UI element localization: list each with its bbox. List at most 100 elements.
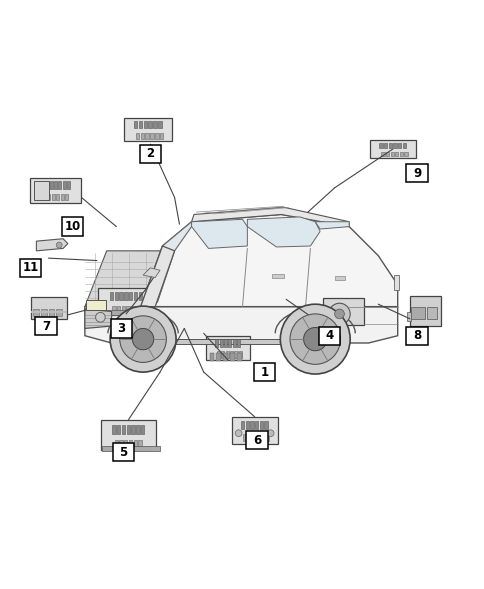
Text: 10: 10 [64,220,81,233]
Bar [49,181,53,189]
Bar [404,152,407,156]
Bar [409,296,440,326]
Bar [134,293,137,300]
Bar [139,145,161,163]
Bar [155,133,158,139]
Bar [113,443,134,461]
Polygon shape [140,246,174,307]
Bar [406,164,427,183]
Bar [334,276,345,280]
Text: 3: 3 [117,322,125,335]
Bar [121,306,125,312]
Bar [119,439,122,447]
Bar [390,152,393,156]
Bar [255,421,258,429]
Bar [140,133,144,139]
Bar [257,434,259,441]
Bar [369,140,415,158]
Bar [406,326,427,345]
Polygon shape [85,309,111,329]
Bar [264,421,267,429]
Bar [153,121,156,128]
Bar [407,312,410,321]
Bar [129,293,132,300]
Bar [266,434,269,441]
Bar [237,339,240,347]
Bar [232,339,235,347]
Circle shape [303,327,326,351]
Bar [126,306,130,312]
Bar [383,143,387,148]
Bar [318,326,340,345]
Bar [229,353,234,362]
Circle shape [132,329,153,350]
Bar [426,307,437,319]
Bar [234,352,237,358]
Bar [322,298,363,325]
Polygon shape [143,268,160,277]
Bar [124,293,127,300]
Bar [134,121,137,128]
Circle shape [267,430,273,436]
Bar [60,194,63,200]
Bar [124,439,127,447]
Bar [138,293,142,300]
Bar [102,310,148,315]
Bar [109,293,113,300]
Polygon shape [85,214,397,307]
Bar [148,121,151,128]
Bar [206,336,249,360]
Bar [126,425,130,434]
Bar [252,434,255,441]
Bar [112,425,115,434]
Bar [399,152,402,156]
Bar [58,181,61,189]
Bar [223,353,227,362]
Bar [112,306,115,312]
Text: 1: 1 [260,366,268,379]
Bar [62,217,83,236]
Bar [30,178,81,203]
Bar [47,194,50,200]
Bar [35,317,57,335]
Bar [123,118,172,141]
Text: 8: 8 [412,329,421,342]
Circle shape [289,314,340,365]
Bar [54,181,57,189]
Polygon shape [191,219,247,249]
Bar [402,143,405,148]
Circle shape [56,242,62,248]
Bar [121,425,125,434]
Bar [86,300,106,310]
Bar [261,434,264,441]
Bar [114,439,118,447]
Bar [225,352,228,358]
Ellipse shape [97,326,348,345]
Bar [216,352,220,358]
Text: 4: 4 [325,329,333,342]
Bar [231,417,277,444]
Bar [136,133,139,139]
Bar [224,339,227,347]
Bar [111,339,290,345]
Polygon shape [247,217,319,247]
Bar [216,353,221,362]
Bar [228,339,231,347]
Bar [41,309,46,316]
Bar [138,439,141,447]
Bar [131,425,135,434]
Polygon shape [191,207,348,227]
Bar [271,274,283,277]
Bar [219,339,222,347]
Bar [117,306,120,312]
Polygon shape [140,221,191,307]
Bar [245,421,249,429]
Bar [242,434,246,441]
Bar [62,181,66,189]
Bar [43,194,46,200]
Bar [65,194,68,200]
Bar [20,259,41,277]
Bar [117,425,120,434]
Bar [136,425,139,434]
Bar [33,309,39,316]
